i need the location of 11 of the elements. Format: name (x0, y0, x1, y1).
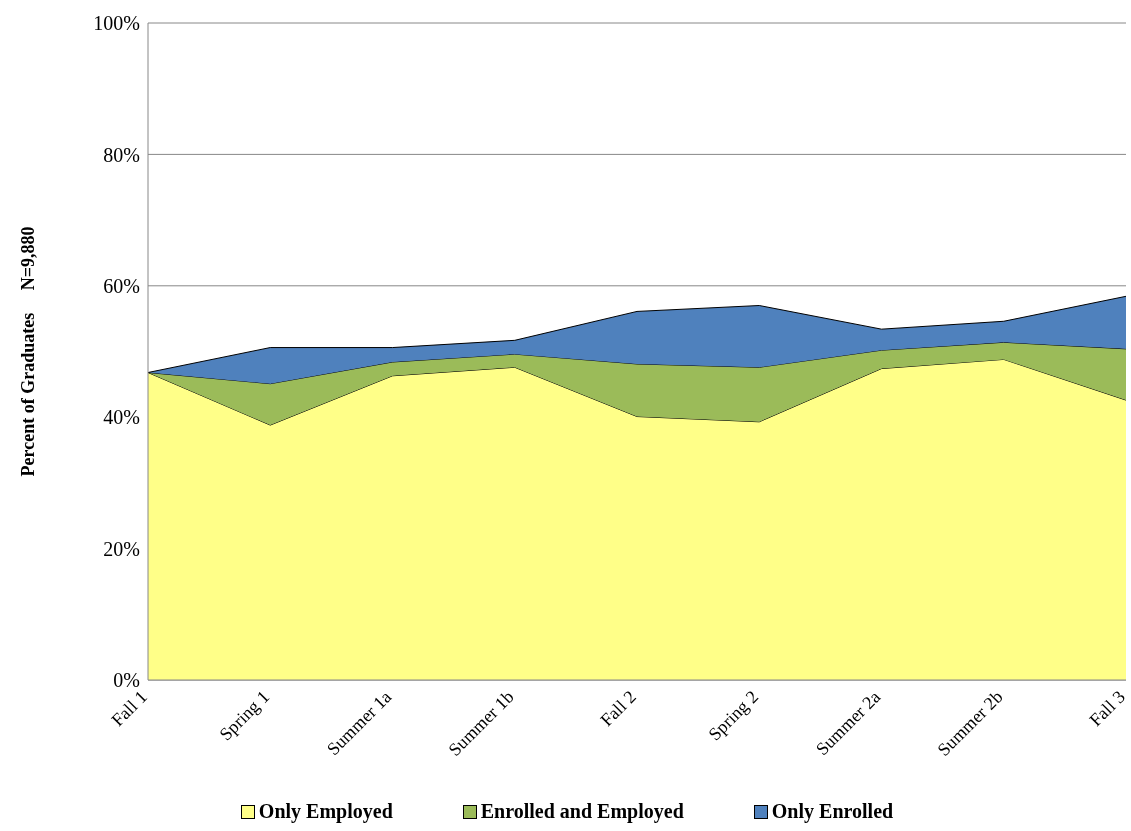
y-tick-label: 20% (103, 537, 140, 560)
y-tick-label: 80% (103, 143, 140, 166)
legend-label: Only Enrolled (771, 800, 894, 823)
x-tick-label: Fall 2 (596, 686, 640, 731)
legend-label: Only Employed (258, 800, 393, 823)
legend-label: Enrolled and Employed (480, 800, 684, 823)
y-tick-label: 100% (93, 12, 140, 35)
y-tick-label: 40% (103, 406, 140, 429)
y-axis-title: Percent of Graduates N=9,880 (18, 226, 39, 477)
x-tick-label: Fall 3 (1085, 686, 1129, 731)
y-tick-label: 60% (103, 274, 140, 297)
